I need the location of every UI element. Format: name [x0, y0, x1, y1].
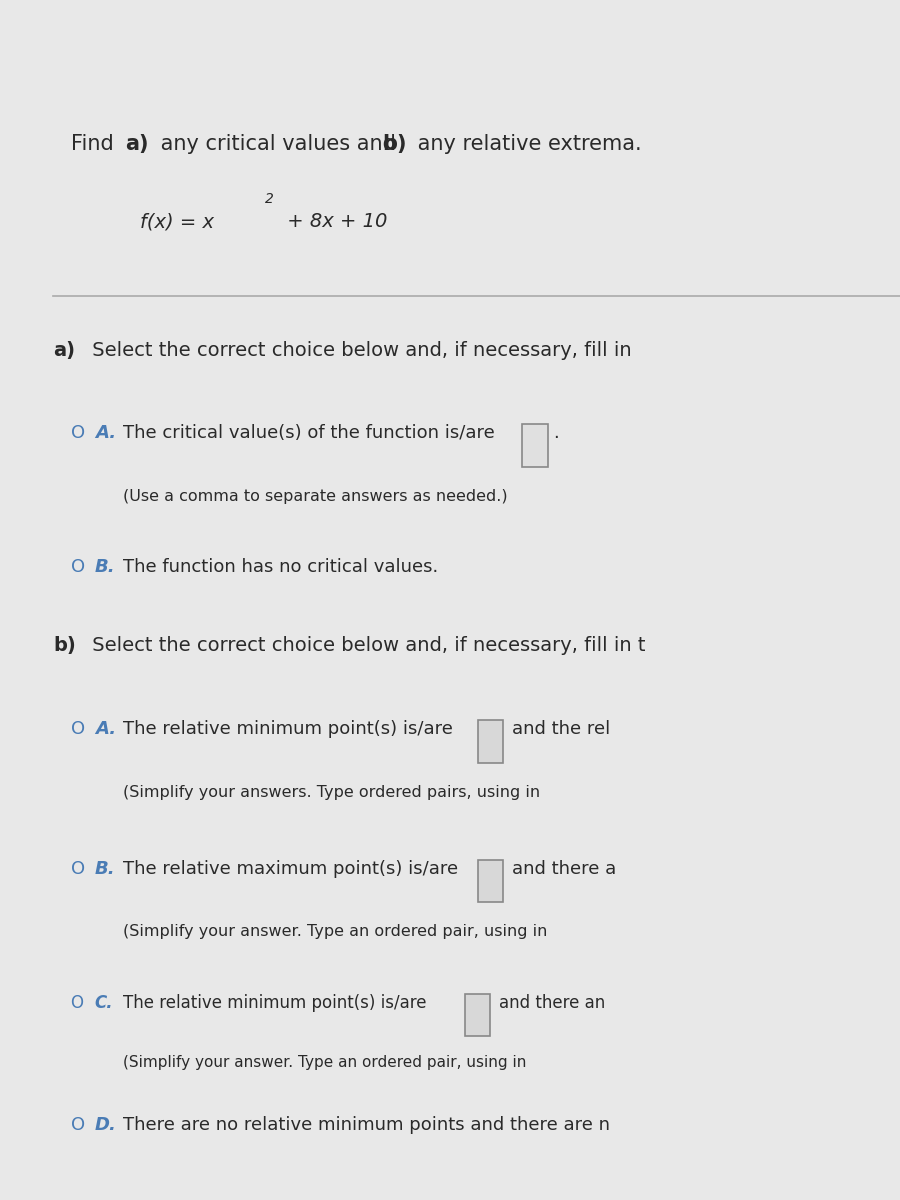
Text: A.: A.: [94, 720, 116, 738]
Text: + 8x + 10: + 8x + 10: [281, 212, 387, 232]
Text: O: O: [70, 994, 84, 1012]
Text: and the rel: and the rel: [512, 720, 610, 738]
Text: 2: 2: [265, 192, 274, 206]
Text: O: O: [70, 720, 85, 738]
Text: The relative maximum point(s) is/are: The relative maximum point(s) is/are: [123, 859, 458, 877]
FancyBboxPatch shape: [478, 720, 503, 762]
Text: and there an: and there an: [500, 994, 606, 1012]
Text: The function has no critical values.: The function has no critical values.: [123, 558, 438, 576]
Text: any relative extrema.: any relative extrema.: [411, 134, 642, 155]
Text: O: O: [70, 1116, 85, 1134]
Text: The relative minimum point(s) is/are: The relative minimum point(s) is/are: [123, 994, 427, 1012]
Text: (Simplify your answer. Type an ordered pair, using in: (Simplify your answer. Type an ordered p…: [123, 1055, 526, 1070]
Text: .: .: [553, 425, 558, 443]
Text: The critical value(s) of the function is/are: The critical value(s) of the function is…: [123, 425, 495, 443]
FancyBboxPatch shape: [478, 859, 503, 902]
Text: Find: Find: [70, 134, 120, 155]
Text: (Use a comma to separate answers as needed.): (Use a comma to separate answers as need…: [123, 490, 508, 504]
Text: B.: B.: [94, 859, 115, 877]
Text: a): a): [125, 134, 148, 155]
Text: f(x) = x: f(x) = x: [140, 212, 213, 232]
Text: Select the correct choice below and, if necessary, fill in t: Select the correct choice below and, if …: [86, 636, 645, 655]
Text: There are no relative minimum points and there are n: There are no relative minimum points and…: [123, 1116, 610, 1134]
Text: and there a: and there a: [512, 859, 616, 877]
Text: B.: B.: [94, 558, 115, 576]
Text: The relative minimum point(s) is/are: The relative minimum point(s) is/are: [123, 720, 453, 738]
Text: O: O: [70, 425, 85, 443]
Text: b): b): [53, 636, 76, 655]
Text: O: O: [70, 558, 85, 576]
Text: D.: D.: [94, 1116, 117, 1134]
Text: O: O: [70, 859, 85, 877]
Text: (Simplify your answer. Type an ordered pair, using in: (Simplify your answer. Type an ordered p…: [123, 924, 547, 940]
Text: Select the correct choice below and, if necessary, fill in: Select the correct choice below and, if …: [86, 341, 632, 360]
Text: A.: A.: [94, 425, 116, 443]
Text: a): a): [53, 341, 76, 360]
Text: b): b): [382, 134, 407, 155]
FancyBboxPatch shape: [522, 425, 548, 467]
FancyBboxPatch shape: [464, 994, 491, 1036]
Text: any critical values and: any critical values and: [154, 134, 402, 155]
Text: C.: C.: [94, 994, 113, 1012]
Text: (Simplify your answers. Type ordered pairs, using in: (Simplify your answers. Type ordered pai…: [123, 785, 540, 800]
